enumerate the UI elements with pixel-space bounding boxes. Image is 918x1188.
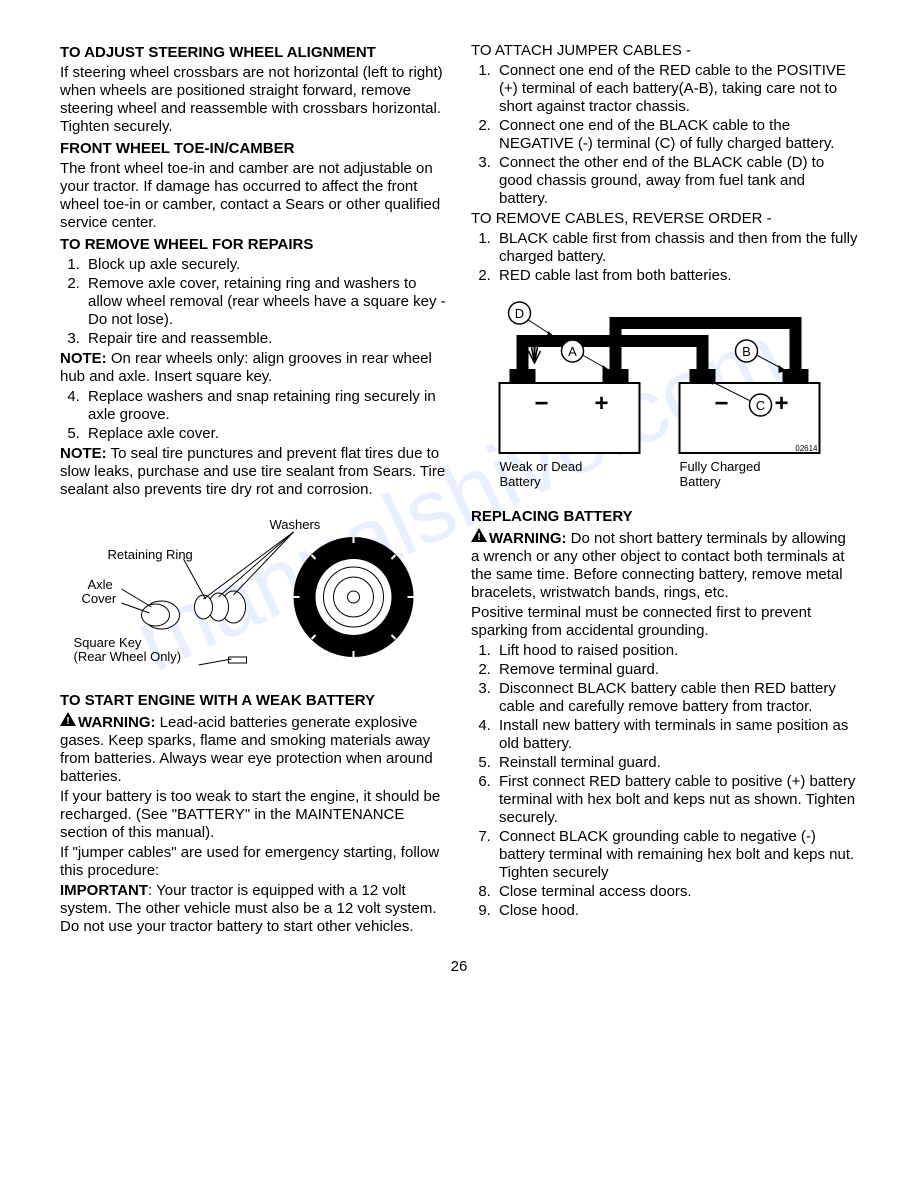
label-retaining: Retaining Ring: [108, 547, 193, 562]
list-remove-wheel-a: Block up axle securely. Remove axle cove…: [60, 256, 447, 348]
wheel-diagram: Washers Retaining Ring Axle Cover Square…: [60, 507, 447, 677]
svg-text:−: −: [715, 390, 729, 417]
label-full: Fully Charged: [680, 459, 761, 474]
svg-text:D: D: [515, 306, 524, 321]
list-remove: BLACK cable first from chassis and then …: [471, 230, 858, 285]
list-item: Block up axle securely.: [84, 256, 447, 274]
label-weak: Weak or Dead: [500, 459, 583, 474]
label-rear: (Rear Wheel Only): [74, 649, 182, 664]
label-cover: Cover: [82, 591, 117, 606]
label-washers: Washers: [270, 517, 321, 532]
warning-lead-acid: ! WARNING: Lead-acid batteries generate …: [60, 712, 447, 786]
list-item: Lift hood to raised position.: [495, 642, 858, 660]
note-label: NOTE:: [60, 445, 107, 462]
para-jumper: If "jumper cables" are used for emergenc…: [60, 844, 447, 880]
para-toein: The front wheel toe-in and camber are no…: [60, 160, 447, 232]
svg-text:C: C: [756, 398, 765, 413]
list-item: Replace washers and snap retaining ring …: [84, 388, 447, 424]
list-item: RED cable last from both batteries.: [495, 267, 858, 285]
list-item: BLACK cable first from chassis and then …: [495, 230, 858, 266]
list-replace-battery: Lift hood to raised position. Remove ter…: [471, 642, 858, 920]
warning-short: ! WARNING: Do not short battery terminal…: [471, 528, 858, 602]
label-axle: Axle: [88, 577, 113, 592]
list-item: Remove terminal guard.: [495, 661, 858, 679]
warning-label: WARNING:: [78, 714, 156, 731]
list-item: Repair tire and reassemble.: [84, 330, 447, 348]
svg-text:B: B: [742, 344, 751, 359]
list-item: Connect one end of the BLACK cable to th…: [495, 117, 858, 153]
svg-text:02614: 02614: [795, 444, 818, 453]
warning-icon: !: [471, 528, 487, 547]
para-steering: If steering wheel crossbars are not hori…: [60, 64, 447, 136]
label-weak2: Battery: [500, 474, 542, 489]
left-column: TO ADJUST STEERING WHEEL ALIGNMENT If st…: [60, 40, 447, 938]
list-item: Close terminal access doors.: [495, 883, 858, 901]
important-label: IMPORTANT: [60, 882, 148, 899]
list-remove-wheel-b: Replace washers and snap retaining ring …: [60, 388, 447, 443]
warning-label: WARNING:: [489, 530, 567, 547]
para-positive-first: Positive terminal must be connected firs…: [471, 604, 858, 640]
warning-icon: !: [60, 712, 76, 731]
heading-toein: FRONT WHEEL TOE-IN/CAMBER: [60, 140, 447, 158]
heading-replacing-battery: REPLACING BATTERY: [471, 508, 858, 526]
label-square: Square Key: [74, 635, 142, 650]
note-label: NOTE:: [60, 350, 107, 367]
heading-attach-cables: TO ATTACH JUMPER CABLES -: [471, 42, 858, 60]
svg-text:!: !: [477, 532, 480, 542]
list-item: Connect one end of the RED cable to the …: [495, 62, 858, 116]
right-column: TO ATTACH JUMPER CABLES - Connect one en…: [471, 40, 858, 938]
label-full2: Battery: [680, 474, 722, 489]
note-text: To seal tire punctures and prevent flat …: [60, 445, 445, 498]
list-item: Connect the other end of the BLACK cable…: [495, 154, 858, 208]
svg-text:!: !: [66, 716, 69, 726]
page-number: 26: [60, 958, 858, 976]
svg-text:A: A: [568, 344, 577, 359]
battery-diagram: − + − + A B C D 02614 Weak or Dead: [471, 293, 858, 493]
list-item: Install new battery with terminals in sa…: [495, 717, 858, 753]
heading-remove-cables: TO REMOVE CABLES, REVERSE ORDER -: [471, 210, 858, 228]
list-item: Reinstall terminal guard.: [495, 754, 858, 772]
svg-text:+: +: [775, 390, 789, 417]
svg-text:−: −: [535, 390, 549, 417]
heading-weak-battery: TO START ENGINE WITH A WEAK BATTERY: [60, 692, 447, 710]
heading-remove-wheel: TO REMOVE WHEEL FOR REPAIRS: [60, 236, 447, 254]
note-tire-sealant: NOTE: To seal tire punctures and prevent…: [60, 445, 447, 499]
heading-steering: TO ADJUST STEERING WHEEL ALIGNMENT: [60, 44, 447, 62]
list-item: Replace axle cover.: [84, 425, 447, 443]
list-attach: Connect one end of the RED cable to the …: [471, 62, 858, 208]
para-recharge: If your battery is too weak to start the…: [60, 788, 447, 842]
list-item: Remove axle cover, retaining ring and wa…: [84, 275, 447, 329]
note-text: On rear wheels only: align grooves in re…: [60, 350, 432, 385]
two-column-layout: TO ADJUST STEERING WHEEL ALIGNMENT If st…: [60, 40, 858, 938]
svg-text:+: +: [595, 390, 609, 417]
list-item: Close hood.: [495, 902, 858, 920]
list-item: Disconnect BLACK battery cable then RED …: [495, 680, 858, 716]
important-12v: IMPORTANT: Your tractor is equipped with…: [60, 882, 447, 936]
list-item: First connect RED battery cable to posit…: [495, 773, 858, 827]
list-item: Connect BLACK grounding cable to negativ…: [495, 828, 858, 882]
note-rear-wheels: NOTE: On rear wheels only: align grooves…: [60, 350, 447, 386]
